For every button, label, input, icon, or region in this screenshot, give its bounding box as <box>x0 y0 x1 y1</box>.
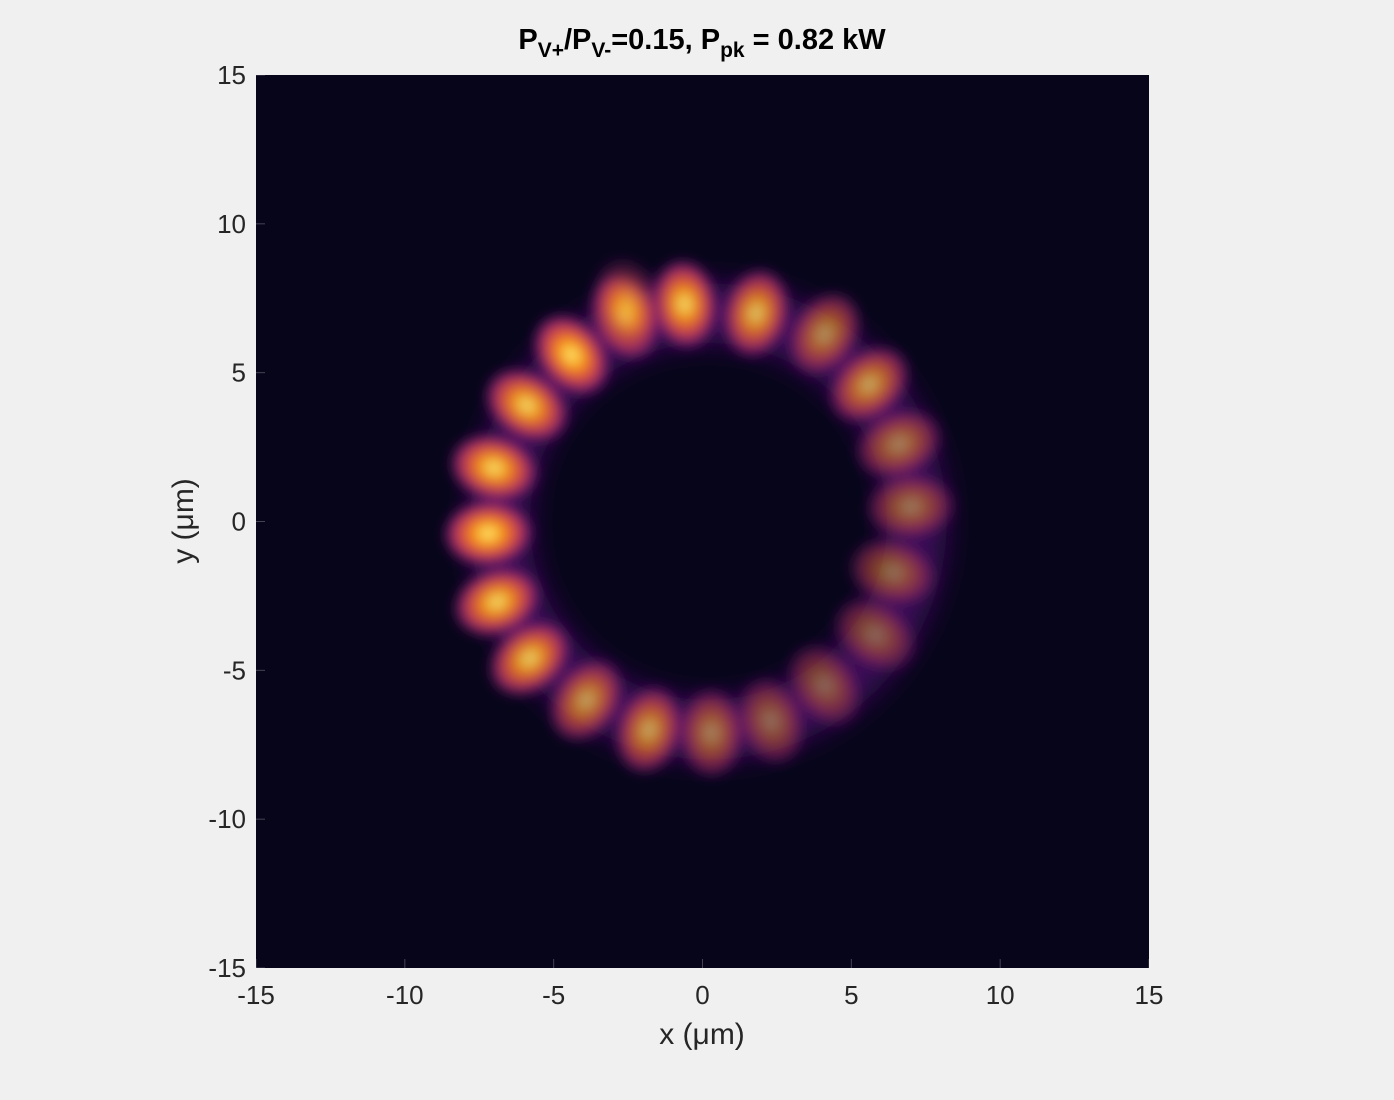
ring-lobe <box>448 432 540 503</box>
ring-lobe <box>547 657 625 743</box>
y-tick-label: 0 <box>232 507 246 537</box>
ring-lobe <box>452 565 542 638</box>
y-tick-label: -5 <box>223 655 246 685</box>
x-axis-label: x (μm) <box>659 1018 745 1051</box>
y-tick-label: 10 <box>217 209 246 239</box>
title-segment: /P <box>564 24 591 56</box>
ring-lobe <box>592 256 664 347</box>
ring-lobe <box>847 536 939 608</box>
title-segment: P <box>518 24 537 56</box>
ring-lobe <box>650 258 720 351</box>
title-segment: =0.15, P <box>611 24 720 56</box>
ring-lobe <box>483 367 570 444</box>
y-tick-label: -10 <box>208 804 246 834</box>
x-tick-label: 10 <box>986 980 1015 1010</box>
y-tick-label: 5 <box>232 358 246 388</box>
ring-lobe <box>532 313 611 397</box>
ring-lobe <box>785 642 864 728</box>
x-tick-label: 15 <box>1135 980 1164 1010</box>
ring-lobe <box>613 684 685 776</box>
y-tick-label: -15 <box>208 953 246 983</box>
y-axis-label: y (μm) <box>167 478 200 564</box>
ring-lobe <box>854 407 944 481</box>
ring-lobe <box>832 596 918 674</box>
ring-lobe <box>735 675 807 767</box>
title-subscript: V+ <box>538 39 564 62</box>
chart-title: PV+/PV-=0.15, Ppk = 0.82 kW <box>518 24 886 62</box>
x-tick-label: -15 <box>237 980 275 1010</box>
lobes-layer <box>442 256 957 779</box>
ring-lobe <box>721 267 792 359</box>
title-segment: = 0.82 kW <box>745 24 887 56</box>
title-subscript: V- <box>591 39 611 62</box>
axes-layer: -15 -10 -5 0 5 10 15 -15 -10 -5 0 5 10 15 <box>208 60 1163 1010</box>
x-tick-label: -5 <box>542 980 565 1010</box>
heatmap-background <box>256 75 1149 968</box>
x-tick-label: -10 <box>386 980 424 1010</box>
plot-area <box>256 75 1149 968</box>
ring-lobe <box>827 344 911 425</box>
y-tick-label: 15 <box>217 60 246 90</box>
ring-lobe <box>864 472 957 541</box>
ring-lobe <box>487 619 572 698</box>
x-tick-label: 0 <box>695 980 709 1010</box>
ring-lobe <box>786 290 863 378</box>
ring-lobe <box>677 686 746 779</box>
x-tick-label: 5 <box>844 980 858 1010</box>
ring-lobe <box>442 499 535 568</box>
title-subscript: pk <box>720 39 745 62</box>
